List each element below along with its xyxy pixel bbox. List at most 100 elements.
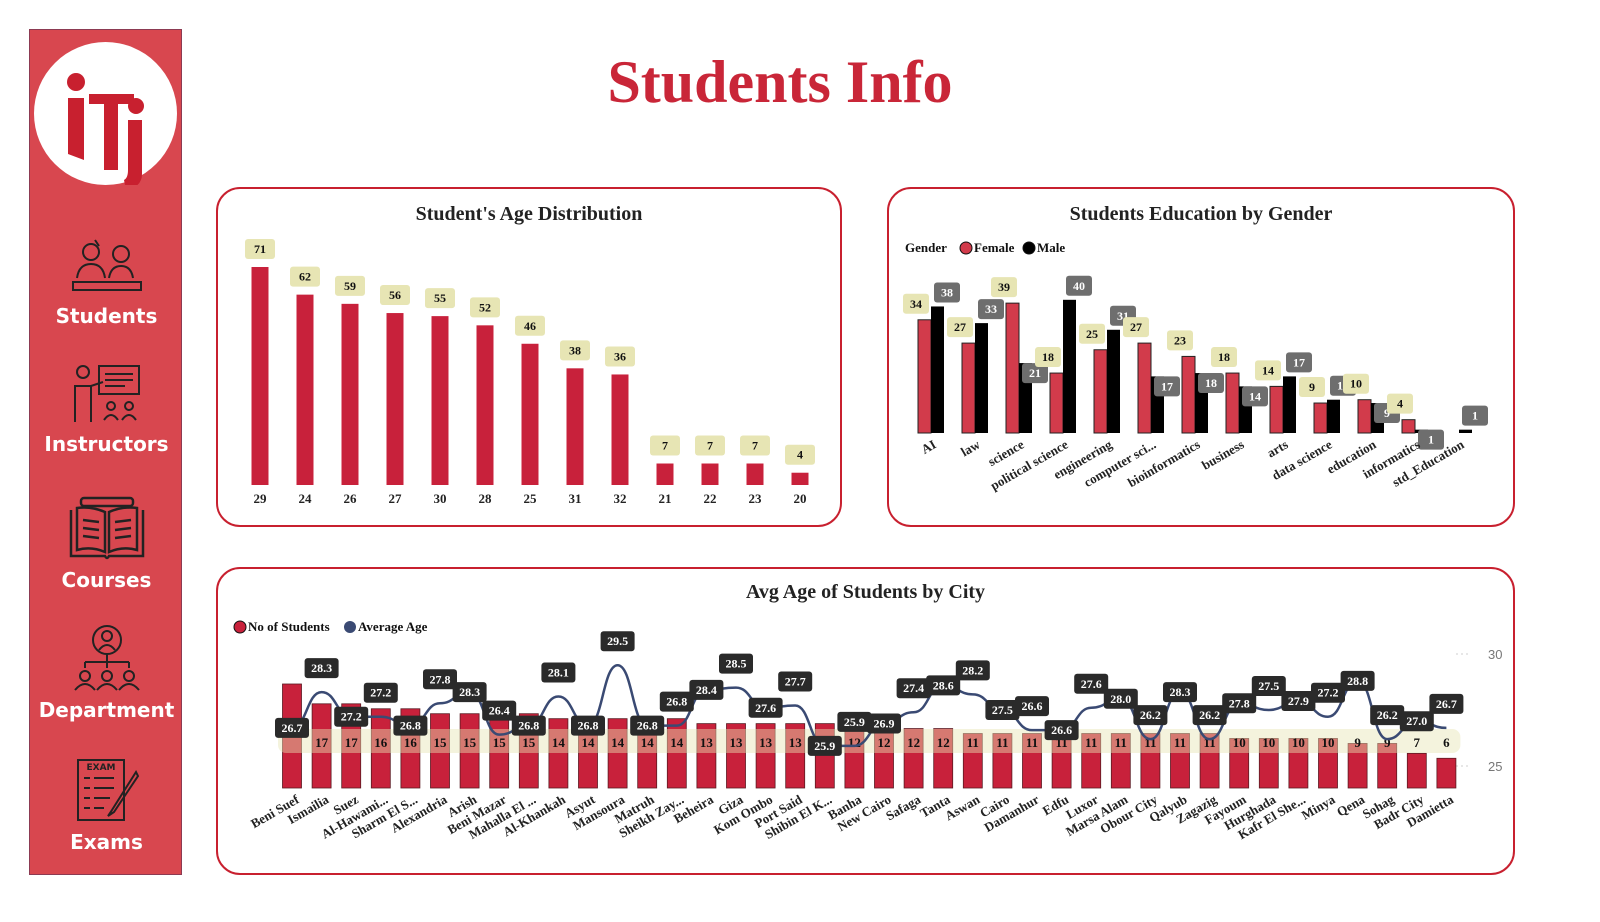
city-count-label: 9 — [1354, 735, 1361, 750]
city-bar — [1081, 733, 1102, 789]
age-tick-label: 26 — [344, 491, 358, 506]
male-bar-label: 40 — [1073, 279, 1085, 293]
city-bar — [370, 708, 391, 789]
age-bar-label-bg — [245, 239, 275, 259]
male-bar — [1283, 376, 1296, 433]
secondary-axis-tick: 25 — [1488, 759, 1502, 774]
age-bar — [296, 294, 314, 485]
female-bar-label: 9 — [1309, 380, 1315, 394]
age-bar-label-bg — [335, 275, 365, 296]
male-bar-label-bg — [1198, 373, 1224, 394]
average-age-label-bg — [1429, 693, 1464, 714]
male-bar — [1063, 299, 1076, 433]
average-age-label: 27.2 — [1318, 686, 1339, 700]
female-bar-label-bg — [1299, 377, 1325, 398]
age-bar — [791, 472, 809, 485]
city-count-label: 10 — [1233, 735, 1246, 750]
city-bar — [1347, 743, 1368, 789]
male-bar-label: 1 — [1428, 433, 1434, 447]
female-bar — [961, 342, 976, 434]
male-bar-label-bg — [1022, 363, 1048, 384]
average-age-label-bg — [275, 717, 309, 738]
sidebar-item-instructors[interactable]: Instructors — [30, 362, 183, 456]
average-age-label: 26.6 — [1051, 723, 1072, 737]
sidebar-item-students[interactable]: Students — [30, 238, 183, 328]
city-count-label: 15 — [463, 735, 477, 750]
average-age-label-bg — [926, 675, 961, 696]
age-bar — [701, 463, 719, 485]
city-count-label: 10 — [1322, 735, 1335, 750]
age-bar-label: 36 — [614, 349, 626, 363]
age-bar-label-bg — [605, 346, 635, 367]
average-age-label-bg — [778, 671, 813, 692]
city-tick-label: Minya — [1299, 791, 1338, 822]
education-tick-label: law — [958, 436, 983, 459]
female-bar-label-bg — [1255, 360, 1281, 381]
average-age-label-bg — [1044, 720, 1079, 741]
legend-title: Gender — [905, 240, 947, 255]
average-age-label-bg — [600, 631, 635, 652]
legend-entry: Average Age — [358, 619, 428, 634]
age-bar — [611, 374, 629, 485]
average-age-label-bg — [511, 715, 546, 736]
age-tick-label: 24 — [299, 491, 313, 506]
city-count-label: 17 — [315, 735, 329, 750]
city-count-label: 13 — [730, 735, 744, 750]
department-icon — [73, 625, 140, 691]
average-age-label: 27.6 — [1081, 677, 1102, 691]
average-age-label-bg — [1222, 693, 1257, 714]
city-count-label: 15 — [493, 735, 507, 750]
city-count-label: 12 — [878, 735, 891, 750]
sidebar-item-courses[interactable]: Courses — [30, 496, 183, 592]
age-bar-label: 59 — [344, 279, 356, 293]
female-bar — [1181, 355, 1196, 434]
average-age-label-bg — [837, 711, 872, 732]
female-bar-label-bg — [1343, 373, 1369, 394]
legend-entry: No of Students — [248, 619, 330, 634]
age-tick-label: 20 — [794, 491, 807, 506]
average-age-label: 26.9 — [874, 716, 895, 730]
female-bar-label-bg — [1167, 330, 1193, 351]
average-age-label-bg — [363, 682, 398, 703]
city-count-label: 10 — [1292, 735, 1305, 750]
secondary-axis-tick: 30 — [1488, 647, 1502, 662]
male-bar — [1327, 399, 1340, 433]
city-chart-title: Avg Age of Students by City — [745, 581, 986, 603]
age-tick-label: 32 — [614, 491, 627, 506]
age-chart-title: Student's Age Distribution — [415, 203, 643, 225]
female-bar-label: 34 — [910, 297, 922, 311]
sidebar-item-exams[interactable]: EXAM Exams — [30, 758, 183, 854]
age-bar — [431, 316, 449, 485]
city-bar — [1110, 733, 1131, 789]
average-age-label: 26.2 — [1140, 708, 1161, 722]
male-bar-label-bg — [1462, 405, 1488, 426]
female-bar-label: 10 — [1350, 377, 1362, 391]
female-bar — [1269, 385, 1284, 434]
age-bar — [521, 343, 539, 485]
age-bar — [386, 313, 404, 485]
average-age-label-bg — [334, 706, 369, 727]
female-bar-label: 14 — [1262, 363, 1274, 377]
age-bar-label: 55 — [434, 291, 446, 305]
male-bar — [931, 306, 944, 433]
average-age-label-bg — [955, 660, 990, 681]
city-count-label: 11 — [1026, 735, 1038, 750]
average-age-label: 26.2 — [1377, 708, 1398, 722]
city-count-label: 7 — [1414, 735, 1421, 750]
age-bar-label-bg — [740, 435, 770, 456]
page-title: Students Info — [607, 49, 953, 115]
iti-logo — [34, 42, 177, 190]
average-age-label: 27.9 — [1288, 694, 1309, 708]
female-bar-label-bg — [991, 277, 1017, 298]
age-bar-label: 7 — [707, 439, 713, 453]
education-chart-title: Students Education by Gender — [1069, 203, 1333, 225]
sidebar-item-department[interactable]: Department — [30, 624, 183, 722]
average-age-label-bg — [452, 682, 487, 703]
male-bar — [1107, 329, 1120, 433]
city-bar — [1436, 757, 1457, 789]
average-age-label: 26.6 — [1022, 699, 1043, 713]
female-bar-label: 27 — [954, 320, 966, 334]
average-age-label: 28.6 — [933, 678, 954, 692]
average-age-label-bg — [1370, 705, 1405, 726]
age-bar-label-bg — [470, 297, 500, 318]
